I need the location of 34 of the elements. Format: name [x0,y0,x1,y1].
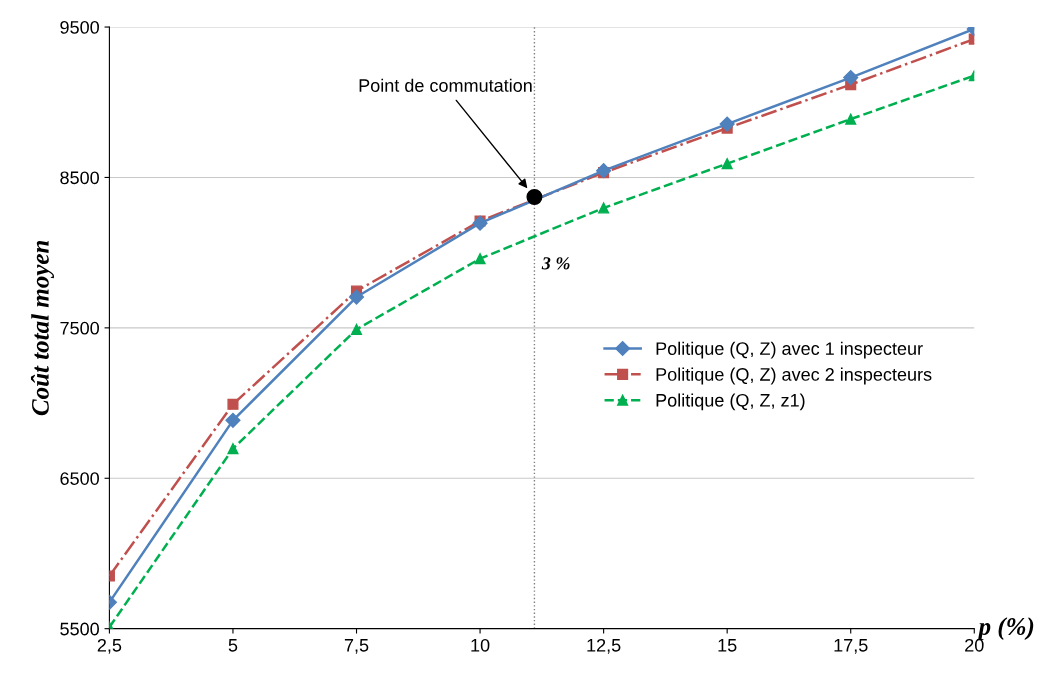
point [845,113,857,125]
point [598,202,610,214]
point [719,116,735,132]
y-tick-label: 5500 [60,622,99,636]
y-tick-label: 7500 [60,321,99,335]
point [843,70,859,86]
legend-label: Politique (Q, Z) avec 1 inspecteur [656,341,923,359]
y-tick-label: 8500 [60,171,99,185]
y-axis-title: Coût total moyen [30,240,54,416]
legend-label: Politique (Q, Z) avec 2 inspecteurs [656,367,932,385]
x-tick-label: 15 [718,639,737,652]
x-tick-label: 17,5 [834,639,868,654]
point [721,158,733,170]
point [348,289,365,305]
annotation: 3 % [541,257,570,270]
point [225,412,241,428]
y-tick-label: 9500 [60,20,99,34]
x-tick-label: 20 [965,638,984,652]
x-tick-label: 12,5 [587,638,621,654]
x-tick-label: 7,5 [344,639,369,654]
point [596,163,612,179]
x-tick-label: 5 [228,639,238,652]
x-tick-label: 2,5 [97,638,122,654]
point [474,253,486,265]
point [472,215,488,231]
y-tick-label: 6500 [60,472,99,485]
point [227,398,239,410]
legend-label: Politique (Q, Z, z1) [656,393,805,411]
x-axis-title: p (%) [976,617,1034,641]
point [227,443,239,455]
annotation: Point de commutation [359,78,532,92]
point [526,189,543,205]
point [350,323,363,335]
x-tick-label: 10 [471,638,490,652]
